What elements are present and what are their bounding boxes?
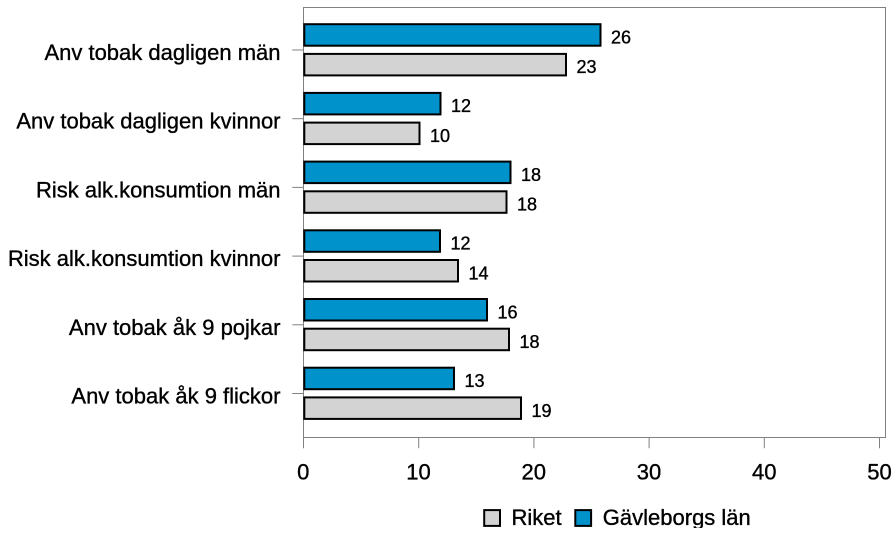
svg-text:18: 18 (520, 332, 540, 352)
svg-text:20: 20 (522, 460, 546, 485)
svg-text:Anv tobak åk 9 pojkar: Anv tobak åk 9 pojkar (69, 315, 281, 340)
svg-text:Gävleborgs län: Gävleborgs län (603, 505, 751, 528)
svg-text:13: 13 (465, 371, 485, 391)
svg-text:0: 0 (297, 460, 309, 485)
svg-text:Risk alk.konsumtion kvinnor: Risk alk.konsumtion kvinnor (8, 246, 281, 271)
svg-text:40: 40 (752, 460, 776, 485)
svg-text:Risk alk.konsumtion män: Risk alk.konsumtion män (36, 177, 281, 202)
svg-text:14: 14 (469, 263, 489, 283)
svg-text:26: 26 (611, 28, 631, 48)
svg-text:Riket: Riket (512, 505, 562, 528)
svg-text:Anv tobak dagligen kvinnor: Anv tobak dagligen kvinnor (16, 109, 280, 134)
svg-text:18: 18 (521, 165, 541, 185)
svg-text:12: 12 (451, 96, 471, 116)
svg-text:Anv tobak dagligen män: Anv tobak dagligen män (44, 40, 280, 65)
svg-text:12: 12 (451, 234, 471, 254)
svg-text:50: 50 (867, 460, 891, 485)
svg-text:10: 10 (430, 126, 450, 146)
svg-text:23: 23 (577, 57, 597, 77)
svg-text:Anv tobak åk 9 flickor: Anv tobak åk 9 flickor (71, 384, 280, 409)
svg-text:10: 10 (406, 460, 430, 485)
svg-text:16: 16 (498, 302, 518, 322)
svg-text:30: 30 (637, 460, 661, 485)
svg-text:18: 18 (517, 195, 537, 215)
svg-text:19: 19 (532, 401, 552, 421)
